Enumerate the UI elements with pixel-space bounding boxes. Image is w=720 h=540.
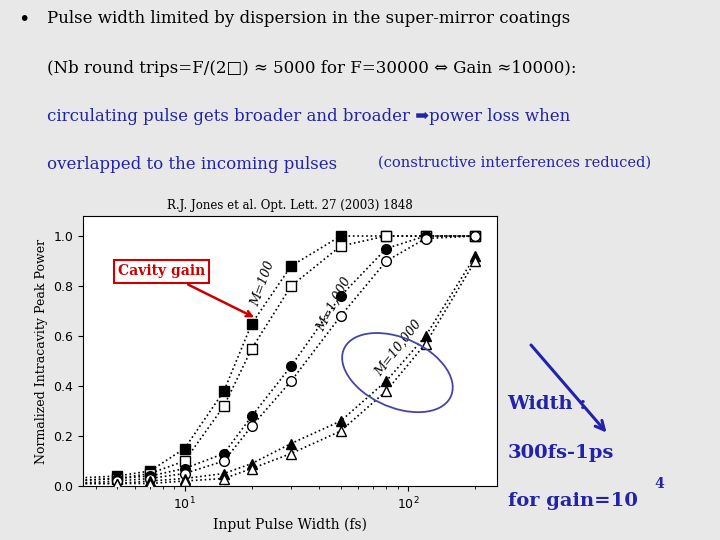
Text: (constructive interferences reduced): (constructive interferences reduced)	[378, 156, 651, 170]
Text: for gain=10: for gain=10	[508, 492, 637, 510]
Text: M=10,000: M=10,000	[373, 317, 424, 378]
Text: 4: 4	[654, 477, 665, 491]
Text: •: •	[18, 10, 30, 29]
Text: Cavity gain: Cavity gain	[118, 265, 252, 316]
Text: M=1,000: M=1,000	[315, 275, 354, 333]
Text: Width :: Width :	[508, 395, 587, 414]
Title: R.J. Jones et al. Opt. Lett. 27 (2003) 1848: R.J. Jones et al. Opt. Lett. 27 (2003) 1…	[167, 199, 413, 212]
Text: M=100: M=100	[248, 259, 276, 308]
Text: (Nb round trips=F/(2□) ≈ 5000 for F=30000 ⇔ Gain ≈10000):: (Nb round trips=F/(2□) ≈ 5000 for F=3000…	[47, 60, 576, 77]
Text: 300fs-1ps: 300fs-1ps	[508, 444, 614, 462]
Y-axis label: Normalized Intracavity Peak Power: Normalized Intracavity Peak Power	[35, 239, 48, 463]
Text: Pulse width limited by dispersion in the super-mirror coatings: Pulse width limited by dispersion in the…	[47, 10, 570, 27]
X-axis label: Input Pulse Width (fs): Input Pulse Width (fs)	[213, 518, 366, 532]
Text: overlapped to the incoming pulses: overlapped to the incoming pulses	[47, 156, 342, 173]
Text: circulating pulse gets broader and broader ➡power loss when: circulating pulse gets broader and broad…	[47, 108, 570, 125]
